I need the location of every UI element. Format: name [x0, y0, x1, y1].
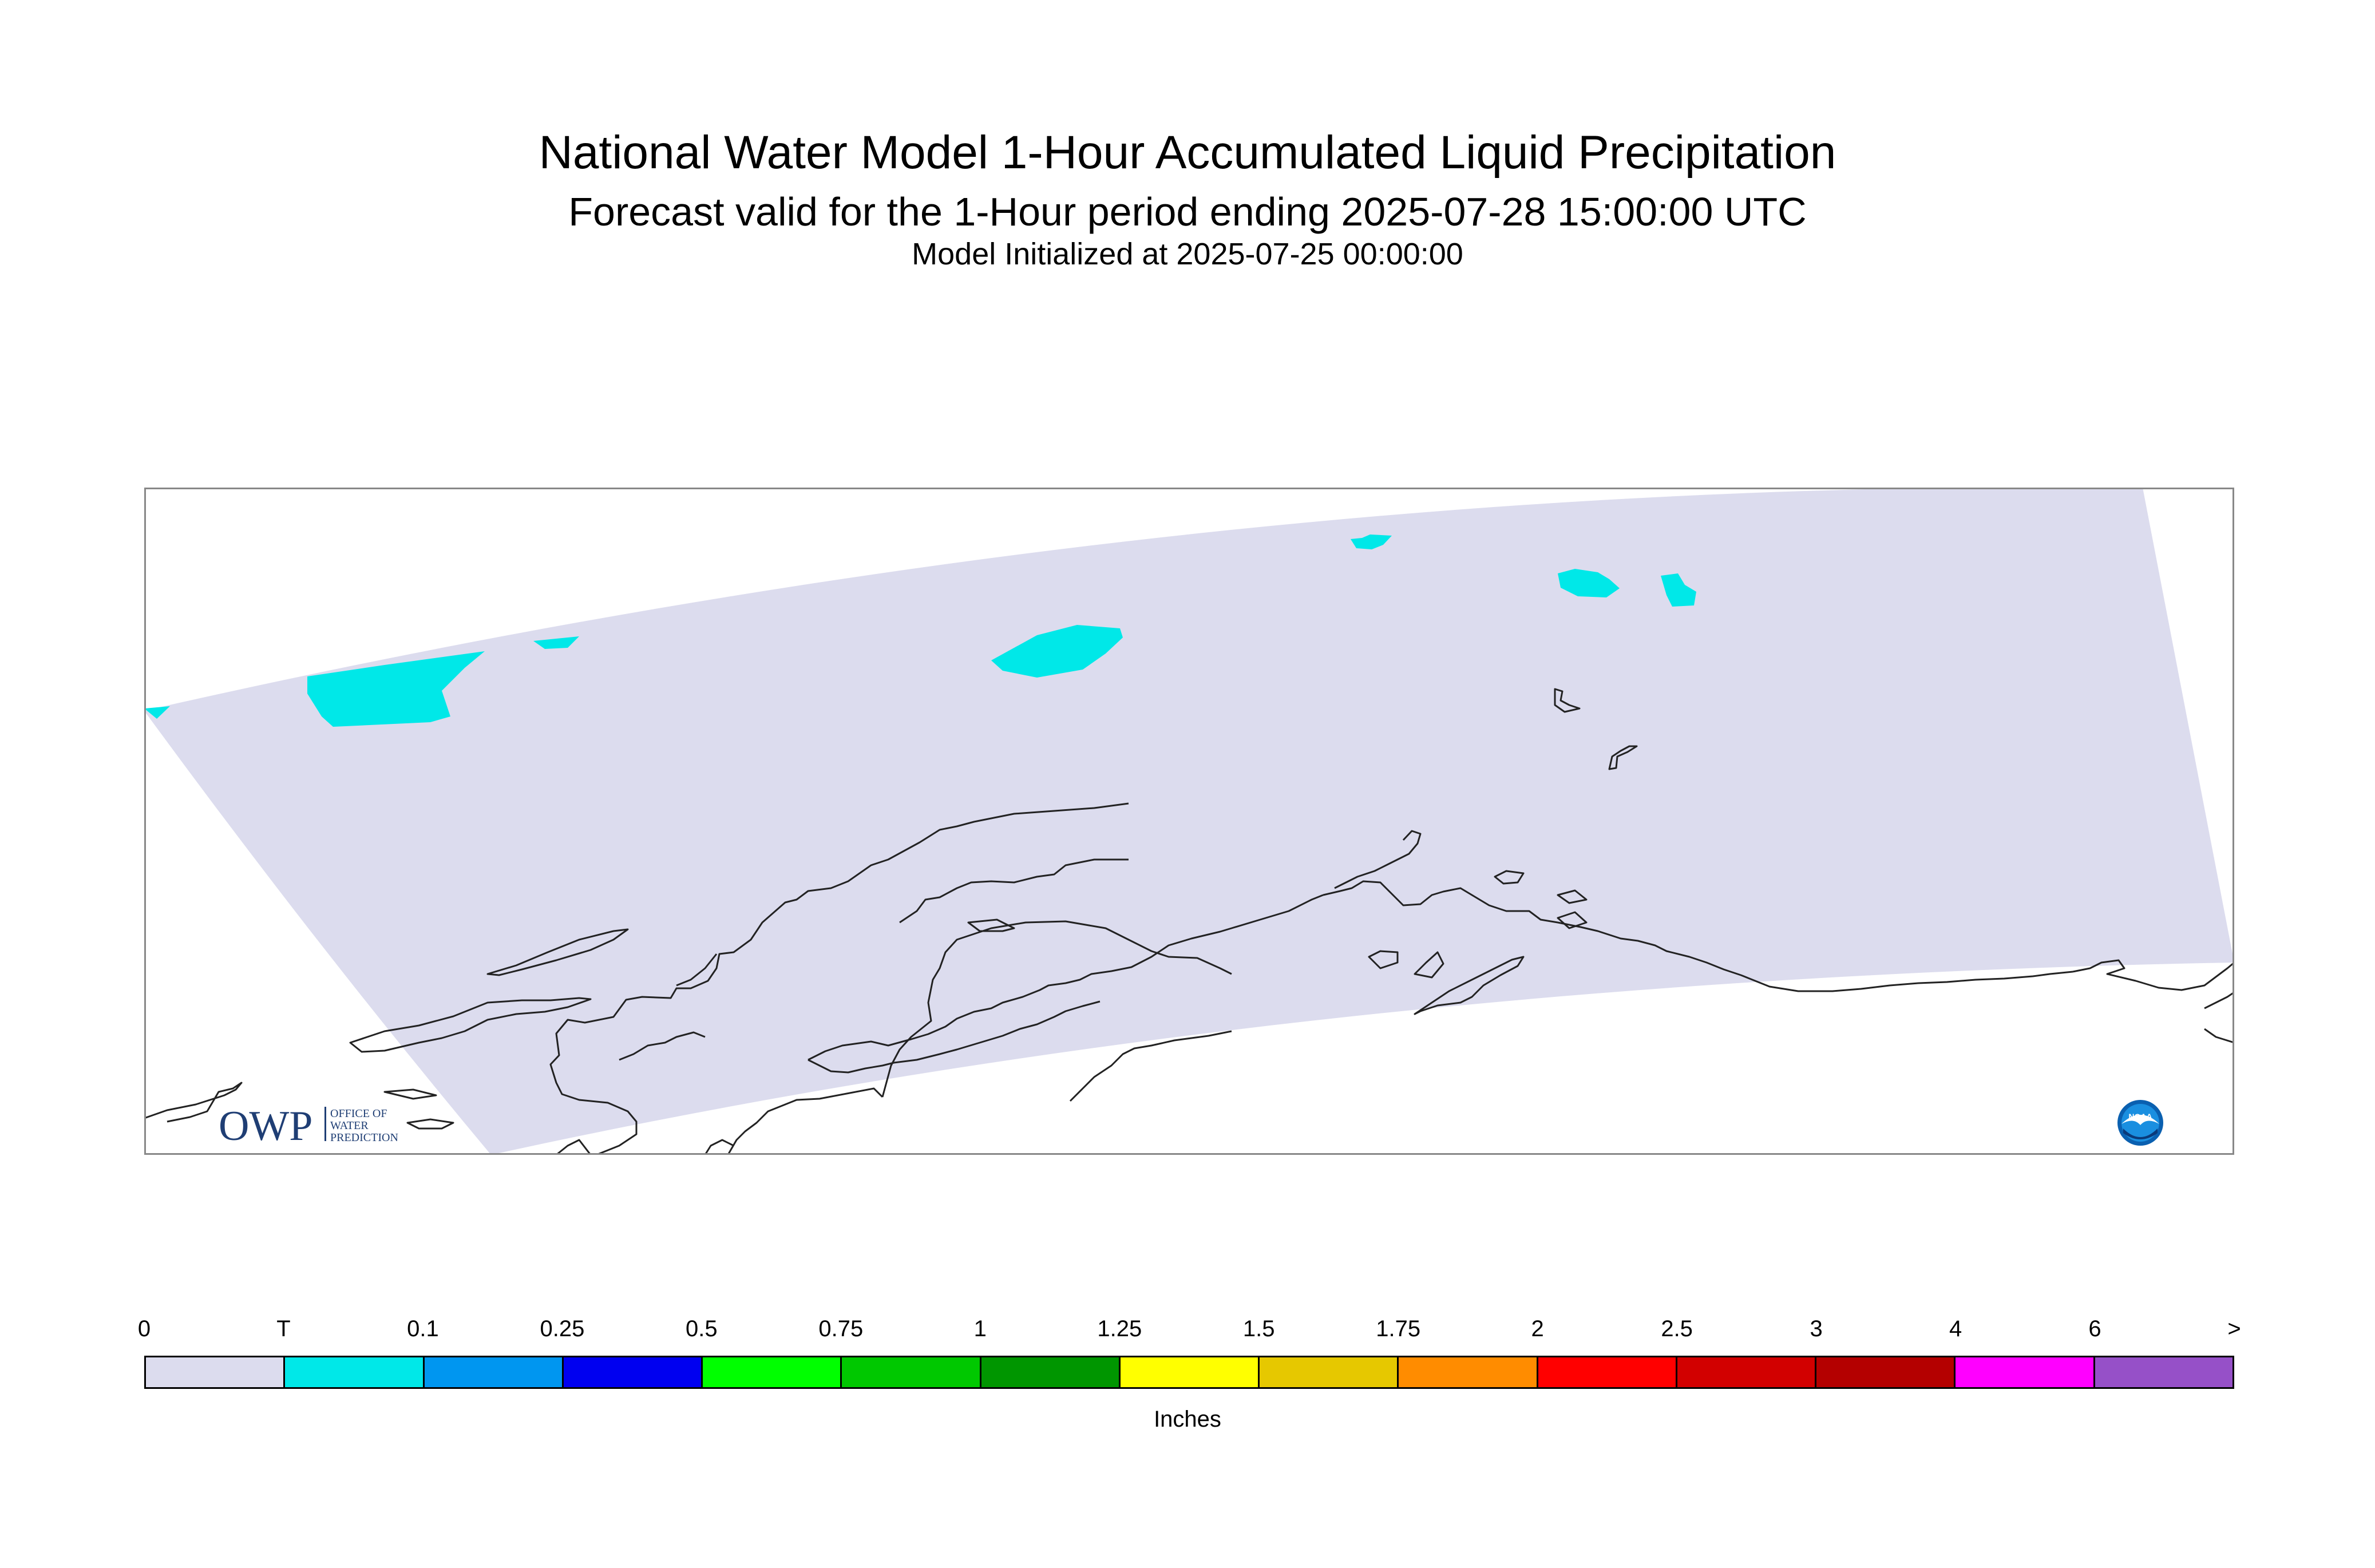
island-coastline — [1494, 870, 1525, 885]
color-swatch — [1538, 1357, 1677, 1387]
map-panel: OWP OFFICE OF WATER PREDICTION NOAA — [144, 488, 2234, 1155]
precip-patch — [307, 651, 485, 727]
color-swatch — [981, 1357, 1121, 1387]
shore-fragment — [556, 1139, 734, 1155]
precip-patch — [533, 636, 579, 649]
precip-patches — [144, 534, 1696, 727]
precip-patch — [1661, 573, 1696, 607]
color-scale-tick-label: 4 — [1949, 1316, 1962, 1341]
color-scale-tick-label: 2.5 — [1661, 1316, 1693, 1341]
island-coastline — [1557, 911, 1588, 929]
color-scale-tick-label: 0.5 — [686, 1316, 718, 1341]
mainland-coastline — [549, 802, 1129, 1155]
page-title: National Water Model 1-Hour Accumulated … — [539, 126, 1836, 179]
color-scale-bar — [144, 1356, 2234, 1389]
island-coastline — [1069, 1030, 1232, 1102]
peninsula-coastline — [808, 894, 1324, 1061]
river-line — [727, 1087, 884, 1155]
color-scale-tick-label: 3 — [1810, 1316, 1823, 1341]
color-scale-tick-label: 6 — [2088, 1316, 2101, 1341]
gulf-coastline — [1323, 880, 2073, 992]
color-scale-tick-label: 0.1 — [407, 1316, 439, 1341]
island-coastline — [899, 858, 1129, 924]
precip-patch — [991, 625, 1123, 678]
coastlines — [144, 688, 2234, 1155]
color-swatch — [2095, 1357, 2232, 1387]
color-scale-tick-label: 0 — [137, 1316, 151, 1341]
color-scale-tick-label: 1 — [973, 1316, 987, 1341]
precipitation-map: OWP OFFICE OF WATER PREDICTION NOAA — [144, 488, 2234, 1155]
color-swatch — [1677, 1357, 1817, 1387]
island-coastline — [406, 1118, 454, 1130]
island-coastline — [383, 1088, 437, 1100]
island-coastline — [1414, 951, 1444, 979]
island-coastline — [967, 918, 1015, 932]
gulf-coastline — [1334, 830, 1422, 889]
color-swatch — [1956, 1357, 2095, 1387]
island-coastline — [349, 997, 592, 1053]
inlet-coastline — [619, 953, 718, 1061]
owp-logo-line3: PREDICTION — [330, 1131, 398, 1144]
color-scale-tick-label: T — [276, 1316, 291, 1341]
island-coastline — [1368, 950, 1399, 969]
island-coastline — [1608, 745, 1638, 770]
color-swatch — [1120, 1357, 1260, 1387]
color-swatch — [1399, 1357, 1538, 1387]
color-swatch — [424, 1357, 564, 1387]
island-coastline — [486, 928, 629, 976]
island-coastline — [144, 1082, 243, 1123]
precip-patch — [1558, 569, 1620, 597]
color-scale-tick-label: > — [2227, 1316, 2241, 1341]
color-scale-units-label: Inches — [1154, 1407, 1221, 1432]
noaa-logo-text: NOAA — [2128, 1112, 2152, 1121]
color-swatch — [146, 1357, 286, 1387]
forecast-valid-subtitle: Forecast valid for the 1-Hour period end… — [568, 189, 1807, 234]
precip-patch — [1351, 534, 1392, 549]
noaa-logo-bird — [2121, 1115, 2159, 1125]
color-swatch — [842, 1357, 981, 1387]
island-coastline — [1557, 889, 1588, 904]
model-initialized-subtitle: Model Initialized at 2025-07-25 00:00:00 — [912, 237, 1463, 271]
model-domain-region — [144, 488, 2234, 1155]
owp-logo-line1: OFFICE OF — [330, 1107, 387, 1120]
noaa-logo: NOAA — [2117, 1100, 2163, 1146]
color-scale-tick-label: 1.25 — [1097, 1316, 1142, 1341]
canada-coastline — [2072, 959, 2234, 991]
color-scale-tick-label: 2 — [1531, 1316, 1544, 1341]
color-scale-tick-label: 1.75 — [1376, 1316, 1421, 1341]
color-scale-tick-label: 0.75 — [818, 1316, 864, 1341]
owp-logo: OWP OFFICE OF WATER PREDICTION — [219, 1103, 398, 1150]
color-swatch — [563, 1357, 703, 1387]
precip-patch — [144, 706, 170, 719]
canada-coastline — [2204, 991, 2234, 1044]
color-swatch — [285, 1357, 425, 1387]
owp-logo-divider — [324, 1107, 326, 1141]
owp-logo-line2: WATER — [330, 1119, 369, 1132]
color-swatch — [1816, 1357, 1956, 1387]
color-scale-tick-label: 1.5 — [1242, 1316, 1275, 1341]
color-swatch — [703, 1357, 842, 1387]
color-scale-tick-label: 0.25 — [540, 1316, 585, 1341]
river-line — [881, 920, 1232, 1098]
peninsula-coastline — [808, 1000, 1101, 1074]
color-swatch — [1260, 1357, 1399, 1387]
noaa-logo-wave — [2123, 1129, 2158, 1139]
map-frame-border — [144, 488, 2234, 1155]
owp-logo-letters: OWP — [219, 1103, 312, 1150]
island-coastline — [1414, 956, 1525, 1015]
island-coastline — [1554, 688, 1581, 713]
